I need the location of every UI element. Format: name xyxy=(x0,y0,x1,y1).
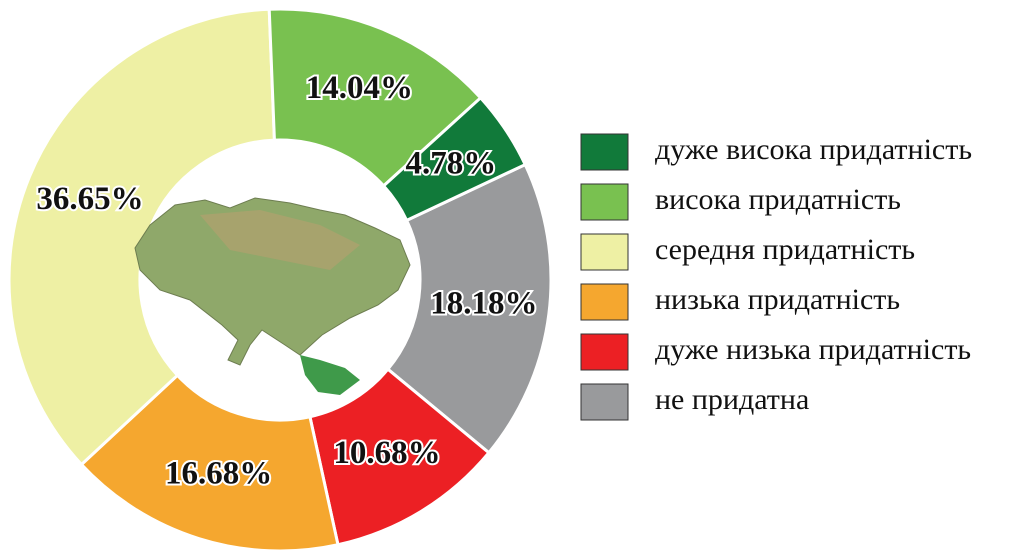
donut-slice xyxy=(308,367,491,547)
data-label: 18.18% xyxy=(430,285,537,321)
data-label: 16.68% xyxy=(165,456,272,492)
legend-label: не придатна xyxy=(655,383,809,416)
data-label: 14.04% xyxy=(306,70,413,106)
legend-swatch xyxy=(580,383,629,421)
legend-swatch xyxy=(580,133,629,171)
legend-swatch xyxy=(580,183,629,221)
legend-swatch xyxy=(580,283,629,321)
donut-slice xyxy=(79,373,340,552)
legend-label: дуже низька придатність xyxy=(655,333,971,366)
donut-slice xyxy=(385,162,553,455)
data-label: 10.68% xyxy=(333,435,440,471)
legend-label: дуже висока придатність xyxy=(655,133,972,166)
donut-slice xyxy=(381,95,528,223)
legend-label: низька придатність xyxy=(655,283,900,316)
data-label: 36.65% xyxy=(36,181,143,217)
legend-swatch xyxy=(580,333,629,371)
data-label: 4.78% xyxy=(406,145,497,181)
ukraine-map xyxy=(134,197,411,395)
donut-slice xyxy=(267,7,483,189)
legend-swatch xyxy=(580,233,629,271)
legend-label: висока придатність xyxy=(655,183,901,216)
legend-label: середня придатність xyxy=(655,233,915,266)
